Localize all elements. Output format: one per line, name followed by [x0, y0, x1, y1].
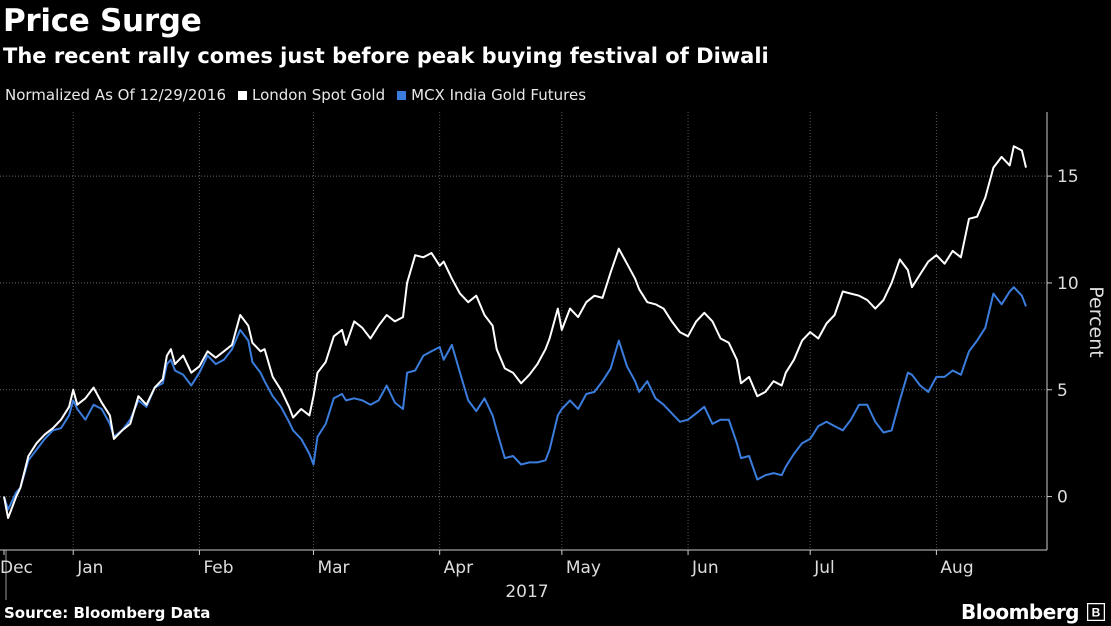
- chart-title: Price Surge: [3, 3, 202, 39]
- source-note: Source: Bloomberg Data: [4, 604, 211, 622]
- x-tick-label: Mar: [317, 558, 349, 578]
- chart-labels: 0 5 10 15 Dec Jan Feb Mar Apr May Jun Jul Aug 2017 Per…: [0, 167, 1107, 602]
- x-tick-label: Dec: [0, 558, 33, 578]
- legend-item-london-spot-gold: London Spot Gold: [238, 86, 385, 104]
- x-tick-label: Feb: [203, 558, 233, 578]
- y-tick-label: 15: [1057, 167, 1079, 187]
- chart-series: [3, 145, 1027, 519]
- y-tick-label: 10: [1057, 274, 1079, 294]
- chart-gridlines: [0, 112, 1047, 550]
- y-tick-label: 5: [1057, 381, 1068, 401]
- legend-label-london: London Spot Gold: [252, 86, 386, 104]
- legend-item-mcx-india: MCX India Gold Futures: [397, 86, 586, 104]
- series-line-mcx-india-gold-futures: [3, 286, 1027, 511]
- legend-label-mcx: MCX India Gold Futures: [411, 86, 587, 104]
- y-axis-title: Percent: [1085, 286, 1107, 358]
- x-tick-label: Jun: [691, 558, 719, 578]
- legend-swatch-london: [238, 90, 247, 100]
- bloomberg-mark-icon: B: [1087, 603, 1105, 621]
- y-tick-label: 0: [1057, 488, 1068, 508]
- svg-text:B: B: [1092, 606, 1101, 620]
- x-tick-label: Jan: [76, 558, 103, 578]
- bloomberg-logo: Bloomberg: [961, 600, 1079, 624]
- chart-subtitle: The recent rally comes just before peak …: [3, 44, 769, 68]
- chart-legend: Normalized As Of 12/29/2016 London Spot …: [5, 86, 586, 104]
- x-tick-label: Jul: [813, 558, 835, 578]
- series-line-london-spot-gold: [3, 145, 1027, 519]
- legend-swatch-mcx: [397, 90, 407, 100]
- x-tick-label: Apr: [444, 558, 473, 578]
- chart-axes: [0, 112, 1052, 600]
- x-tick-label: May: [566, 558, 601, 578]
- x-axis-year-label: 2017: [505, 582, 548, 602]
- x-tick-label: Aug: [940, 558, 973, 578]
- normalization-note: Normalized As Of 12/29/2016: [5, 86, 226, 104]
